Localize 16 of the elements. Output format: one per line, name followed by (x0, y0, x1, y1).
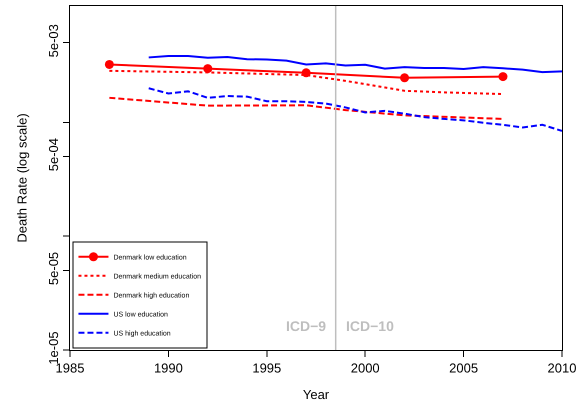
annotation: ICD−9 (286, 318, 326, 334)
line-series (148, 87, 562, 132)
x-tick-label: 2010 (548, 360, 576, 376)
annotation: ICD−10 (346, 318, 394, 334)
y-tick-label: 1e-05 (46, 331, 61, 365)
y-tick-label: 5e-03 (46, 24, 61, 58)
x-tick-label: 2000 (350, 360, 380, 376)
line-series (148, 55, 562, 74)
y-axis-title: Death Rate (log scale) (14, 113, 30, 243)
line-series (108, 96, 504, 120)
y-tick-label: 5e-04 (46, 138, 61, 172)
x-tick-label: 1995 (252, 360, 282, 376)
x-tick-label: 2005 (449, 360, 478, 376)
y-tick-label: 5e-05 (46, 252, 61, 286)
x-tick-label: 1990 (154, 360, 183, 376)
x-axis-title: Year (302, 387, 330, 402)
